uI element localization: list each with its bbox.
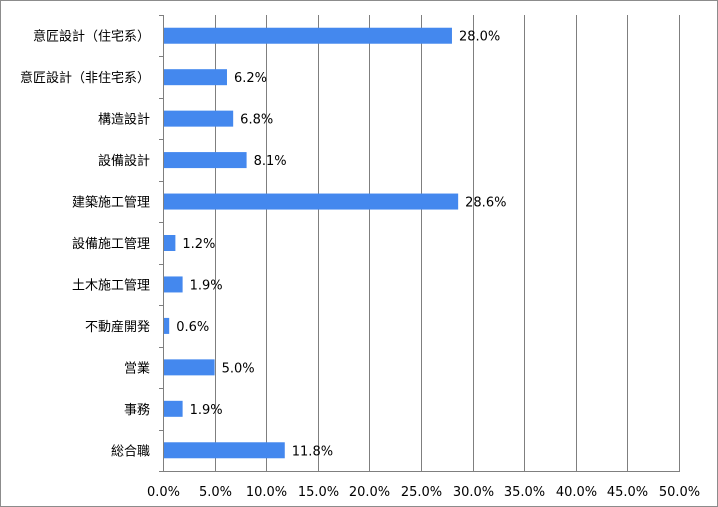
bar <box>164 193 459 210</box>
x-tick-label: 0.0% <box>147 485 180 500</box>
data-label: 6.8% <box>240 113 273 128</box>
bar <box>164 69 227 86</box>
data-label: 8.1% <box>254 154 287 169</box>
category-label: 設備施工管理 <box>72 236 150 252</box>
labels: 0.0% 5.0% 10.0% 15.0% 20.0% 25.0% 30.0% 35.0% 40… <box>20 29 700 500</box>
x-tick-label: 35.0% <box>504 485 545 500</box>
data-label: 11.8% <box>292 444 333 459</box>
data-label: 5.0% <box>222 361 255 376</box>
category-label: 建築施工管理 <box>72 196 150 211</box>
data-label: 0.6% <box>176 320 209 335</box>
bar <box>164 400 183 417</box>
bar <box>164 27 452 44</box>
bar <box>164 276 183 293</box>
x-tick-label: 10.0% <box>246 485 287 500</box>
x-tick-label: 5.0% <box>199 485 232 500</box>
data-label: 28.6% <box>465 196 506 211</box>
bars <box>164 27 459 459</box>
bar <box>164 235 176 251</box>
x-tick-label: 20.0% <box>349 485 390 500</box>
gridlines <box>215 15 680 471</box>
data-label: 6.2% <box>234 71 267 86</box>
data-label: 1.9% <box>190 278 223 293</box>
bar <box>164 442 285 459</box>
x-tick-label: 50.0% <box>659 485 700 500</box>
data-label: 28.0% <box>459 30 500 45</box>
x-tick-label: 40.0% <box>556 485 597 500</box>
category-label: 不動産開発 <box>85 319 150 335</box>
category-label: 土木施工管理 <box>72 278 150 293</box>
bar <box>164 110 234 127</box>
bar <box>164 359 215 376</box>
category-label: 総合職 <box>111 444 150 459</box>
data-label: 1.2% <box>182 237 215 252</box>
axes <box>159 15 680 472</box>
category-label: 意匠設計（非住宅系） <box>20 70 150 86</box>
bar <box>164 152 247 169</box>
x-tick-label: 45.0% <box>607 485 648 500</box>
category-label: 事務 <box>124 403 150 418</box>
category-label: 意匠設計（住宅系） <box>33 29 150 45</box>
bar <box>164 317 170 334</box>
category-label: 営業 <box>124 360 150 376</box>
category-label: 設備設計 <box>98 153 150 169</box>
x-tick-label: 25.0% <box>401 485 442 500</box>
category-label: 構造設計 <box>98 112 150 128</box>
x-tick-label: 15.0% <box>298 485 339 500</box>
x-tick-label: 30.0% <box>453 485 494 500</box>
data-label: 1.9% <box>190 403 223 418</box>
